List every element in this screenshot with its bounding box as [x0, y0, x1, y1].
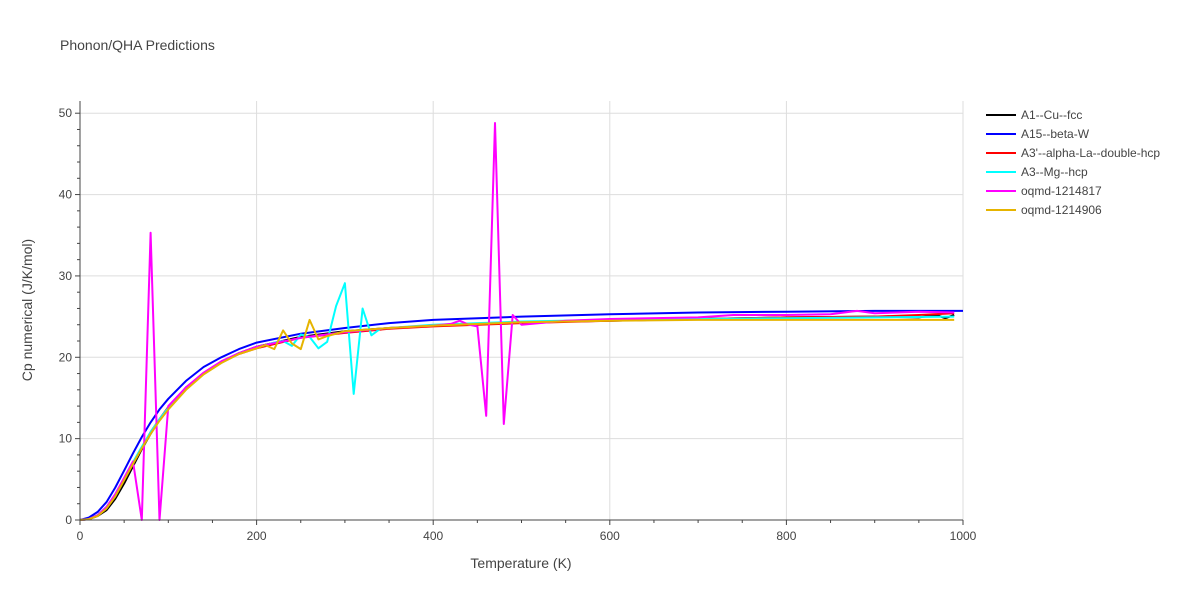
legend-label-a1-cu-fcc[interactable]: A1--Cu--fcc: [1021, 108, 1082, 122]
axes: 0 200 400 600 800 1000 0 10 20 30 40 50: [59, 101, 977, 543]
chart-title: Phonon/QHA Predictions: [60, 37, 215, 53]
y-tick-label: 40: [59, 188, 73, 202]
legend-label-oqmd-1214817[interactable]: oqmd-1214817: [1021, 184, 1102, 198]
y-tick-label: 20: [59, 350, 73, 364]
legend-label-a3-mg-hcp[interactable]: A3--Mg--hcp: [1021, 165, 1088, 179]
x-tick-label: 400: [423, 529, 443, 543]
x-tick-label: 0: [77, 529, 84, 543]
x-tick-label: 600: [600, 529, 620, 543]
legend: A1--Cu--fcc A15--beta-W A3'--alpha-La--dou…: [986, 108, 1160, 217]
x-tick-label: 200: [247, 529, 267, 543]
x-axis-label: Temperature (K): [470, 555, 571, 571]
legend-label-oqmd-1214906[interactable]: oqmd-1214906: [1021, 203, 1102, 217]
y-axis-label: Cp numerical (J/K/mol): [19, 239, 35, 381]
y-tick-label: 30: [59, 269, 73, 283]
plot-area: [79, 122, 963, 521]
series-line-a1-cu-fcc: [79, 314, 955, 521]
series-line-a3-alpha-la-double-hcp: [79, 312, 955, 521]
y-tick-label: 10: [59, 432, 73, 446]
y-tick-label: 0: [65, 513, 72, 527]
x-tick-label: 800: [776, 529, 796, 543]
y-tick-label: 50: [59, 106, 73, 120]
legend-label-a15-beta-w[interactable]: A15--beta-W: [1021, 127, 1090, 141]
series-line-a15-beta-w: [79, 309, 963, 521]
x-tick-label: 1000: [950, 529, 977, 543]
series-line-oqmd-1214906: [79, 318, 955, 521]
legend-label-a3-alpha-la-double-hcp[interactable]: A3'--alpha-La--double-hcp: [1021, 146, 1160, 160]
